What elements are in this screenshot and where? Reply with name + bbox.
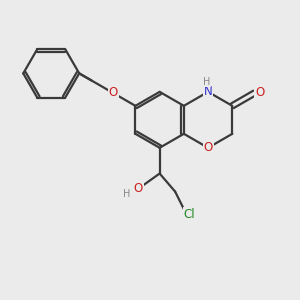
Text: H: H <box>123 189 131 199</box>
Text: Cl: Cl <box>184 208 195 221</box>
Text: O: O <box>255 86 265 100</box>
Text: O: O <box>203 141 213 154</box>
Text: O: O <box>109 86 118 100</box>
Text: H: H <box>203 76 210 86</box>
Text: O: O <box>133 182 142 195</box>
Text: N: N <box>204 85 212 98</box>
